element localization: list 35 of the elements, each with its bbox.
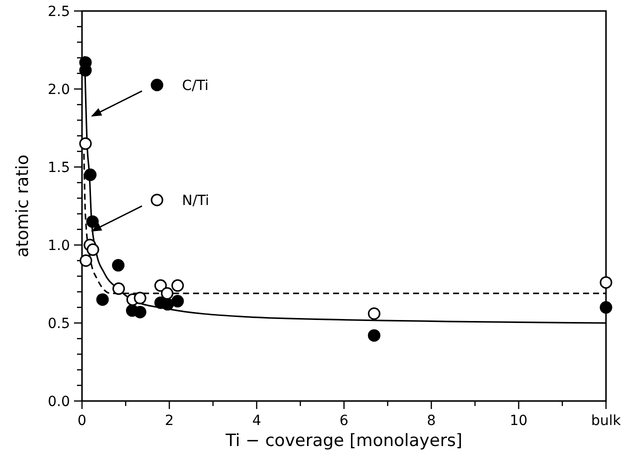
point [171,279,184,292]
point [86,243,100,256]
y-tick-label: 2.5 [48,4,70,20]
point [134,292,146,304]
point [160,287,174,300]
y-tick-label: 0.5 [48,316,70,332]
legend-label: N/Ti [182,193,210,209]
x-tick-label: 0 [78,413,86,429]
point [112,282,125,295]
y-tick-label: 1.0 [48,238,70,254]
point [600,276,612,289]
point [80,254,92,267]
y-axis-title: atomic ratio [13,154,33,258]
x-tick-label: 10 [510,413,528,429]
y-tick-label: 2.0 [48,82,70,98]
point [154,279,167,292]
point [84,168,97,182]
point [600,301,612,314]
point [368,307,380,320]
point [79,137,92,150]
point [134,306,146,318]
x-tick-label: bulk [591,413,622,429]
y-tick-label: 1.5 [48,160,70,176]
point [86,215,99,228]
x-tick-label: 6 [340,413,349,429]
y-tick-label: 0.0 [48,394,70,410]
legend-label: C/Ti [182,78,209,94]
x-tick-label: 4 [252,413,262,429]
point [112,259,124,272]
x-axis-title: Ti − coverage [monolayers] [224,431,462,451]
point [171,294,184,308]
point [96,293,109,306]
point [368,329,380,342]
x-tick-label: 8 [426,413,436,429]
x-tick-label: 2 [164,413,174,429]
